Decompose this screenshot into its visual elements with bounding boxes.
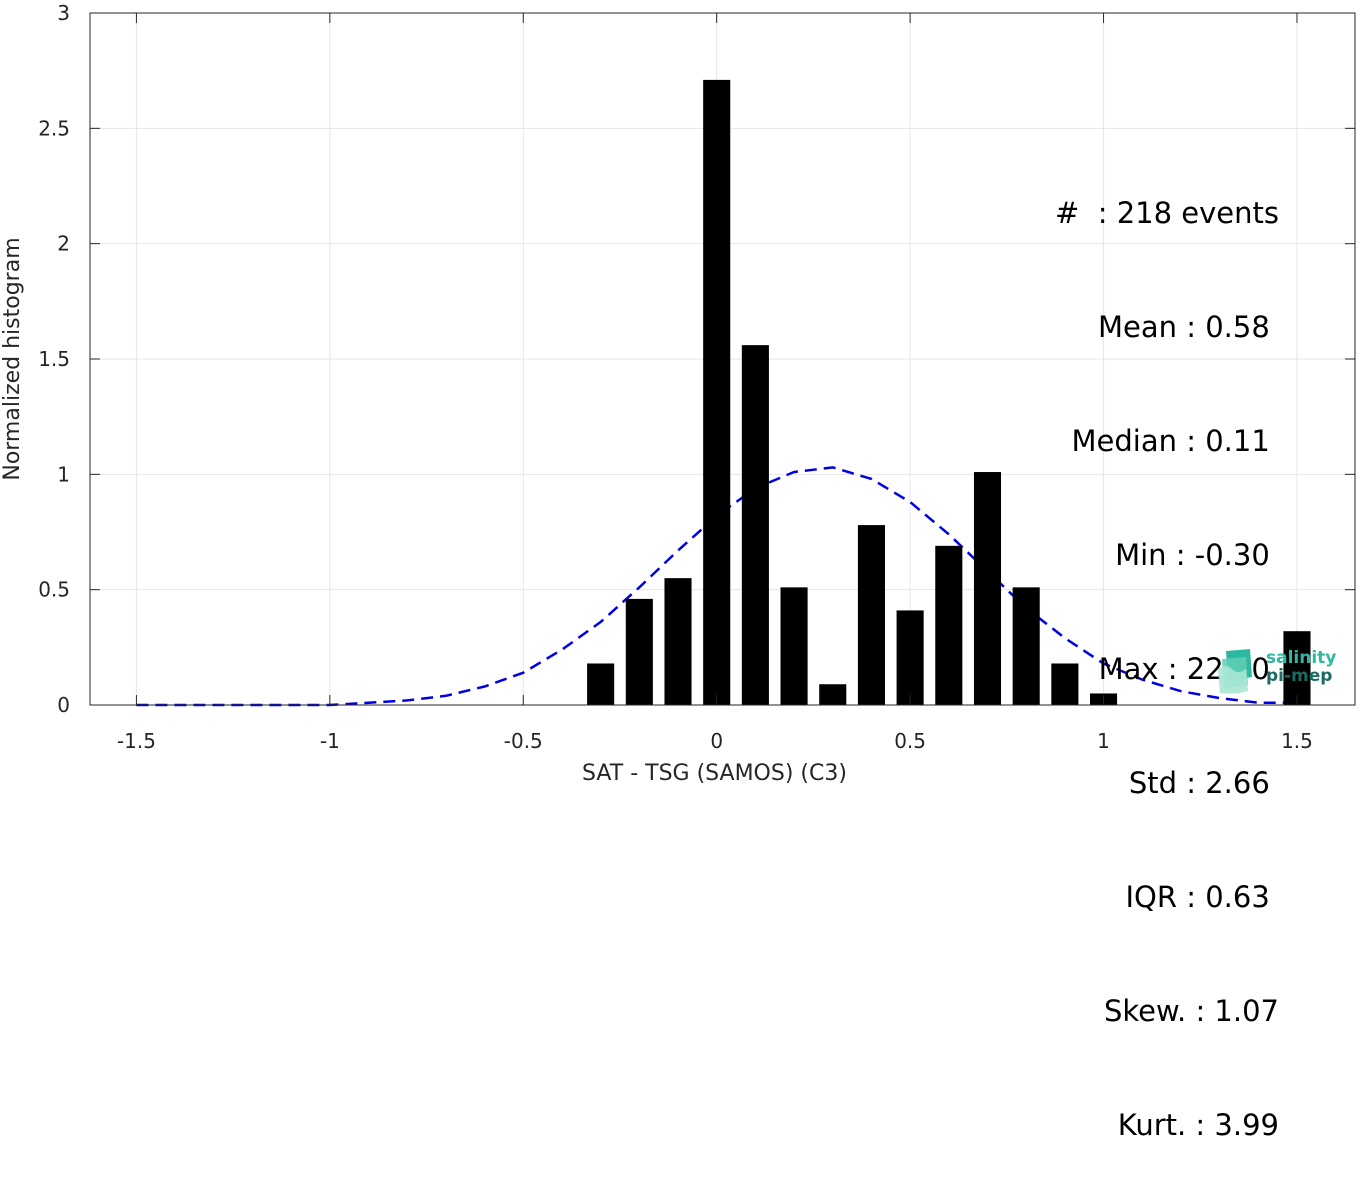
stat-kurt: Kurt. : 3.99: [1117, 1108, 1279, 1142]
histogram-bar: [896, 610, 924, 705]
salinity-pimep-logo: salinity pi-mep: [1216, 645, 1346, 695]
histogram-bar: [741, 345, 769, 705]
stat-min: Min : -0.30: [1115, 538, 1279, 572]
x-tick-label: 1.5: [1281, 729, 1313, 753]
x-tick-label: -1.5: [117, 729, 156, 753]
y-tick-label: 2: [57, 232, 70, 256]
y-tick-label: 2.5: [38, 116, 70, 140]
histogram-bar: [857, 525, 885, 705]
y-tick-label: 0.5: [38, 578, 70, 602]
histogram-bar: [819, 684, 847, 705]
histogram-bar: [664, 578, 692, 705]
histogram-chart: -1.5 -1 -0.5 0 0.5 1 1.5 0 0.5 1 1.5 2 2.5 3 SAT - TS…: [0, 1, 1356, 785]
tick-layer: -1.5 -1 -0.5 0 0.5 1 1.5 0 0.5 1 1.5 2 2.5 3: [38, 1, 1355, 753]
x-tick-label: -0.5: [504, 729, 543, 753]
stat-mean: Mean : 0.58: [1097, 310, 1279, 344]
x-axis-label: SAT - TSG (SAMOS) (C3): [582, 761, 847, 785]
wave-logo-icon: [1218, 649, 1252, 694]
y-axis-label: Normalized histogram: [0, 237, 25, 480]
stat-events: # : 218 events: [1055, 196, 1279, 230]
histogram-bar: [703, 79, 731, 706]
histogram-bar: [1051, 663, 1079, 705]
stat-median: Median : 0.11: [1071, 424, 1279, 458]
y-tick-label: 1.5: [38, 347, 70, 371]
logo-text-salinity: salinity: [1266, 648, 1337, 668]
y-tick-label: 3: [57, 1, 70, 25]
histogram-bar: [1012, 587, 1040, 705]
histogram-bar: [625, 598, 653, 705]
histogram-bar: [1283, 631, 1311, 705]
x-tick-label: 1: [1097, 729, 1110, 753]
stat-skew: Skew. : 1.07: [1103, 994, 1279, 1028]
x-tick-label: -1: [320, 729, 340, 753]
histogram-bar: [780, 587, 808, 705]
logo-text-pimep: pi-mep: [1266, 666, 1333, 686]
stat-iqr: IQR : 0.63: [1125, 880, 1279, 914]
bar-layer: [587, 79, 1311, 706]
y-tick-label: 0: [57, 693, 70, 717]
histogram-bar: [973, 472, 1002, 705]
y-tick-label: 1: [57, 462, 70, 486]
histogram-bar: [587, 663, 615, 705]
x-tick-label: 0: [710, 729, 723, 753]
x-tick-label: 0.5: [894, 729, 926, 753]
stat-std: Std : 2.66: [1128, 766, 1279, 800]
histogram-bar: [935, 545, 963, 705]
